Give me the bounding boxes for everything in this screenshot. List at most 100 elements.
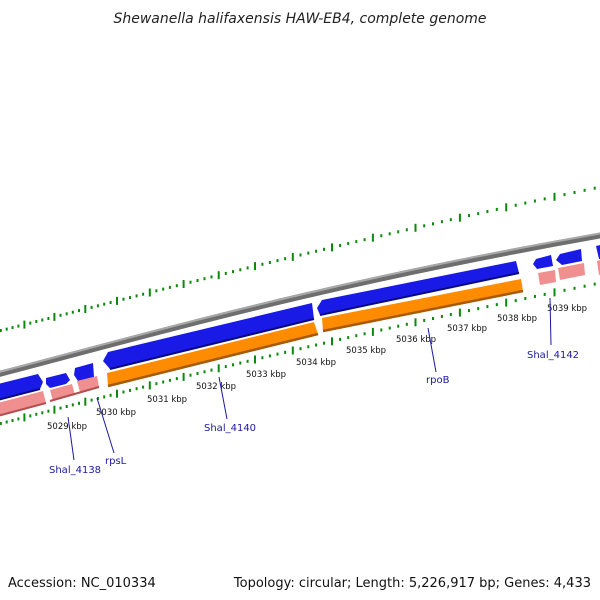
- outer-gc-dot: [371, 233, 374, 242]
- rna-feature: [50, 384, 75, 401]
- inner-gc-dot: [477, 307, 480, 311]
- inner-gc-dot: [142, 385, 145, 389]
- outer-gc-dot: [405, 228, 408, 232]
- outer-gc-dot: [339, 244, 342, 247]
- inner-gc-dot: [135, 387, 138, 391]
- gene-label-shal-4142: Shal_4142: [527, 350, 579, 361]
- outer-gc-dot: [307, 251, 310, 255]
- forward-cds-track: [0, 245, 600, 401]
- inner-gc-dot: [276, 352, 279, 356]
- inner-gc-dot: [122, 390, 125, 394]
- outer-gc-dot: [505, 203, 508, 212]
- gene-label-rpsl: rpsL: [105, 456, 127, 467]
- outer-gc-dot: [355, 240, 358, 244]
- inner-gc-dot: [254, 355, 256, 364]
- inner-gc-dot: [47, 409, 50, 413]
- outer-gc-dot: [291, 252, 294, 261]
- rna-feature: [558, 263, 585, 280]
- inner-gc-dot: [59, 406, 62, 410]
- inner-gc-dot: [432, 317, 434, 320]
- inner-gc-dot: [168, 378, 171, 382]
- inner-gc-dot: [440, 315, 443, 318]
- ruler-tick-label: 5034 kbp: [296, 358, 336, 368]
- outer-gc-dot: [0, 329, 2, 332]
- inner-gc-dot: [458, 308, 461, 317]
- inner-gc-dot: [116, 389, 118, 398]
- inner-gc-dot: [11, 419, 14, 422]
- outer-gc-dot: [65, 312, 68, 316]
- inner-gc-dot: [388, 326, 391, 330]
- outer-gc-dot: [103, 302, 106, 306]
- outer-gc-dot: [203, 277, 206, 281]
- outer-gc-dot: [432, 222, 434, 226]
- inner-gc-dot: [5, 420, 8, 424]
- inner-gc-dot: [563, 288, 566, 292]
- inner-gc-dot: [29, 414, 32, 418]
- inner-gc-dot: [23, 413, 26, 422]
- outer-gc-dot: [17, 324, 20, 328]
- inner-gc-dot: [315, 343, 318, 347]
- inner-gc-dot: [414, 318, 417, 327]
- inner-gc-dot: [307, 345, 310, 349]
- ruler-tick-label: 5029 kbp: [47, 422, 87, 432]
- backbone-highlight: [0, 232, 600, 373]
- outer-gc-dot: [495, 207, 498, 211]
- ruler-tick-label: 5036 kbp: [396, 335, 436, 345]
- outer-gc-dot: [440, 220, 443, 224]
- outer-gc-dot: [315, 249, 318, 253]
- inner-gc-dot: [268, 354, 271, 358]
- inner-gc-dot: [371, 327, 374, 336]
- inner-gc-dot: [90, 398, 93, 402]
- inner-gc-dot: [331, 337, 333, 346]
- inner-gc-track: [0, 282, 596, 425]
- inner-gc-dot: [246, 359, 249, 363]
- outer-gc-dot: [397, 230, 400, 234]
- outer-gc-dot: [543, 197, 546, 201]
- inner-gc-dot: [593, 282, 596, 286]
- inner-gc-dot: [355, 334, 358, 338]
- outer-gc-dot: [129, 296, 131, 300]
- forward-cds-feature: [46, 373, 70, 388]
- inner-gc-dot: [232, 363, 234, 367]
- inner-gc-dot: [0, 422, 2, 425]
- outer-gc-dot: [189, 280, 192, 284]
- outer-gc-dot: [380, 234, 383, 238]
- outer-gc-dot: [224, 271, 227, 275]
- outer-gc-dot: [246, 266, 249, 270]
- leader-line: [96, 397, 115, 454]
- inner-gc-dot: [182, 372, 185, 381]
- inner-gc-dot: [103, 395, 106, 399]
- inner-gc-dot: [380, 328, 383, 332]
- outer-gc-dot: [573, 191, 576, 194]
- outer-gc-dot: [175, 284, 178, 288]
- outer-gc-dot: [323, 247, 325, 251]
- forward-cds-feature: [103, 303, 314, 369]
- outer-gc-dot: [35, 320, 38, 323]
- forward-cds-feature: [0, 374, 43, 400]
- gene-label-shal-4140: Shal_4140: [204, 423, 256, 434]
- outer-gc-dot: [29, 321, 32, 325]
- rna-track: [0, 260, 600, 417]
- outer-gc-dot: [168, 285, 171, 289]
- inner-gc-dot: [71, 403, 74, 407]
- ruler-tick-label: 5033 kbp: [246, 370, 286, 380]
- outer-gc-dot: [182, 280, 185, 288]
- leader-line: [218, 376, 228, 420]
- inner-gc-dot: [203, 370, 206, 374]
- inner-gc-dot: [495, 303, 498, 307]
- ruler-tick-label: 5035 kbp: [346, 346, 386, 356]
- inner-gc-dot: [41, 411, 44, 415]
- inner-gc-dot: [35, 412, 38, 416]
- gene-label-shal-4138: Shal_4138: [49, 465, 101, 476]
- outer-gc-dot: [414, 223, 417, 232]
- outer-gc-dot: [363, 238, 366, 242]
- inner-gc-dot: [323, 341, 325, 345]
- outer-gc-dot: [284, 257, 287, 261]
- forward-cds-feature: [74, 363, 94, 381]
- leader-line: [67, 416, 75, 461]
- outer-gc-dot: [96, 304, 99, 308]
- inner-gc-dot: [514, 299, 517, 303]
- reverse-cds-feature: [107, 322, 318, 386]
- ruler-tick-label: 5037 kbp: [447, 324, 487, 334]
- forward-cds-feature: [556, 249, 582, 265]
